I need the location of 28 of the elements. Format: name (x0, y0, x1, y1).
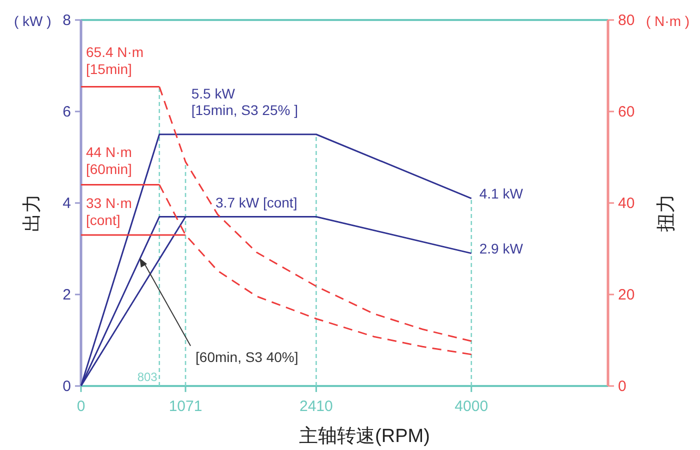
annotation: 3.7 kW [cont] (216, 194, 298, 211)
y2-tick-label: 80 (618, 12, 635, 29)
annotation: 44 N·m [60min] (86, 144, 132, 177)
annotation: 5.5 kW [15min, S3 25% ] (191, 85, 298, 118)
y-tick-label: 2 (62, 286, 71, 304)
y2-tick-label: 20 (618, 286, 635, 304)
y2-tick-label: 0 (618, 378, 626, 395)
y-tick-label: 8 (62, 12, 71, 29)
annotation: 2.9 kW (479, 240, 524, 256)
y2-axis-title: 扭力 (656, 194, 677, 232)
y-tick-label: 4 (62, 195, 71, 212)
annotation: 65.4 N·m [15min] (86, 44, 144, 77)
annotation: 33 N·m [cont] (86, 195, 132, 228)
y-axis-title: 出力 (22, 194, 43, 232)
ref-line-label: 803 (137, 370, 158, 384)
text: ( N·m ) (646, 13, 690, 29)
y-tick-label: 0 (62, 378, 71, 395)
annotation: 4.1 kW (479, 185, 524, 202)
text: ( kW ) (14, 13, 52, 29)
x-tick-label: 4000 (454, 398, 488, 415)
annotation: [60min, S3 40%] (196, 348, 298, 365)
y-tick-label: 6 (62, 104, 71, 120)
y2-tick-label: 40 (618, 195, 635, 212)
x-tick-label: 2410 (300, 398, 333, 415)
y2-tick-label: 60 (618, 104, 635, 120)
x-tick-label: 0 (76, 398, 86, 415)
x-tick-label: 1071 (168, 398, 202, 415)
x-axis-title: 主轴转速(RPM) (299, 425, 430, 447)
